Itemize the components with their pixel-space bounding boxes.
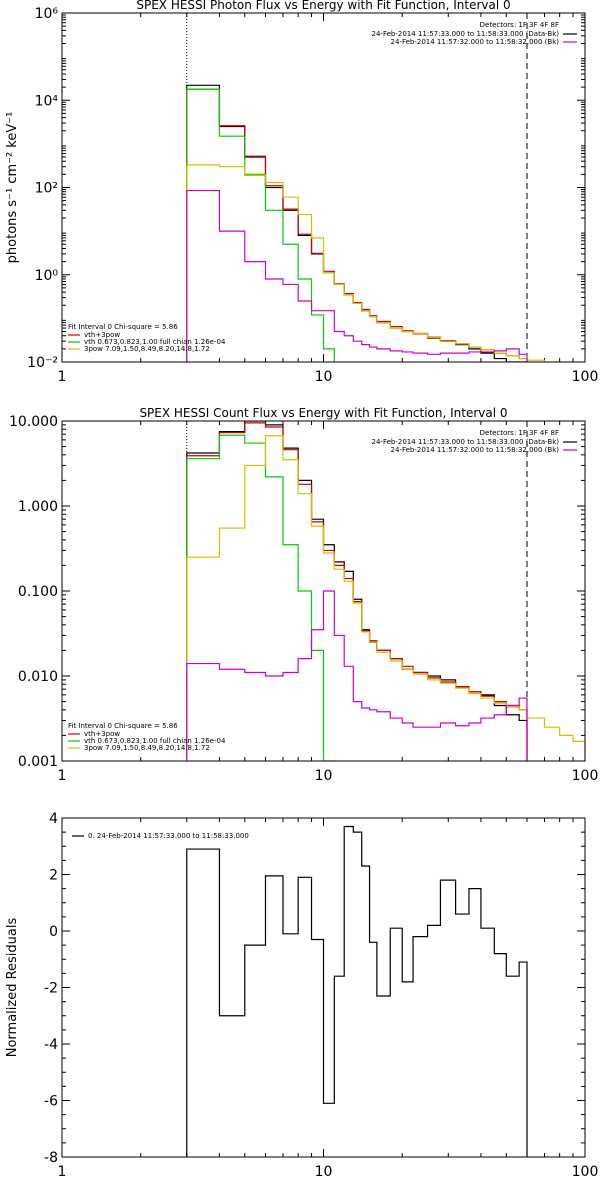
series-vth (186, 434, 335, 761)
y-axis-label: photons s⁻¹ cm⁻² keV⁻¹ (5, 112, 20, 264)
y-tick-label: 10⁻² (27, 355, 58, 371)
series-group (186, 421, 585, 761)
x-tick-label: 100 (572, 1164, 599, 1180)
chart-title: SPEX HESSI Count Flux vs Energy with Fit… (139, 406, 507, 420)
legend-entry-label: vth+3pow (84, 730, 120, 738)
photon-flux-panel: SPEX HESSI Photon Flux vs Energy with Fi… (5, 0, 598, 385)
x-tick-label: 1 (58, 1164, 67, 1180)
series-3pow (186, 164, 560, 362)
y-tick-label: 10² (35, 181, 58, 197)
legend-heading: Fit Interval 0 Chi-square = 5.86 (68, 722, 178, 730)
y-tick-label: 10⁶ (35, 6, 59, 22)
y-tick-label: 4 (49, 811, 58, 827)
y-tick-label: 0 (49, 924, 58, 940)
chart-title: SPEX HESSI Photon Flux vs Energy with Fi… (136, 0, 510, 12)
y-tick-label: 0.010 (18, 669, 58, 685)
series-0-24-feb-2014-11-57-33-0 (186, 825, 528, 1157)
series-3pow (186, 435, 585, 761)
x-tick-label: 100 (572, 369, 599, 385)
series-bk (186, 590, 528, 761)
x-tick-label: 10 (315, 369, 333, 385)
y-tick-label: -6 (44, 1094, 58, 1110)
legend-heading: Detectors: 1F 3F 4F 8F (480, 429, 559, 437)
y-tick-label: 0.001 (18, 754, 58, 770)
x-tick-label: 100 (572, 768, 599, 784)
series-vth (186, 88, 335, 362)
count-flux-panel: SPEX HESSI Count Flux vs Energy with Fit… (9, 406, 598, 784)
x-tick-label: 10 (315, 1164, 333, 1180)
legend-entry-label: 3pow 7.09,1.50,8.49,8.20,14.8,1.72 (84, 744, 210, 752)
legend-entry-label: 24-Feb-2014 11:57:33.000 to 11:58:33.000… (372, 30, 560, 38)
series-group (186, 84, 560, 362)
legend-entry-label: 24-Feb-2014 11:57:32.000 to 11:58:32.000… (391, 38, 560, 46)
legend-entry-label: vth+3pow (84, 331, 120, 339)
legend-entry-label: 24-Feb-2014 11:57:32.000 to 11:58:32.000… (391, 446, 560, 454)
series-group (186, 825, 528, 1157)
legend-heading: Fit Interval 0 Chi-square = 5.86 (68, 323, 178, 331)
x-tick-label: 10 (315, 768, 333, 784)
legend-heading: Detectors: 1F 3F 4F 8F (480, 21, 559, 29)
y-axis-label: Normalized Residuals (5, 918, 20, 1058)
x-tick-label: 1 (58, 768, 67, 784)
legend-entry-label: vth 0.673,0.823,1.00 full chian 1.26e-04 (84, 737, 226, 745)
legend-entry-label: 3pow 7.09,1.50,8.49,8.20,14.8,1.72 (84, 345, 210, 353)
residuals-panel: Normalized Residuals 1 10 100 -8 -6 -4 -2 0 2 4 0. … (5, 811, 598, 1180)
plot-frame (61, 420, 586, 762)
y-tick-label: -4 (44, 1037, 58, 1053)
y-tick-label: 10⁴ (35, 93, 59, 109)
y-tick-label: -2 (44, 981, 58, 997)
y-tick-label: 2 (49, 868, 58, 884)
x-tick-label: 1 (58, 369, 67, 385)
y-tick-label: 10⁰ (35, 268, 59, 284)
series-bk (186, 189, 528, 362)
y-tick-label: 10.000 (9, 414, 58, 430)
y-tick-label: -8 (44, 1150, 58, 1166)
plot-frame (61, 12, 586, 363)
y-tick-label: 1.000 (18, 499, 58, 515)
legend-entry-label: 24-Feb-2014 11:57:33.000 to 11:58:33.000… (372, 438, 560, 446)
plot-frame (61, 817, 586, 1158)
legend-entry-label: 0. 24-Feb-2014 11:57:33.000 to 11:58:33.… (88, 832, 249, 840)
y-tick-label: 0.100 (18, 584, 58, 600)
legend-entry-label: vth 0.673,0.823,1.00 full chian 1.26e-04 (84, 338, 226, 346)
